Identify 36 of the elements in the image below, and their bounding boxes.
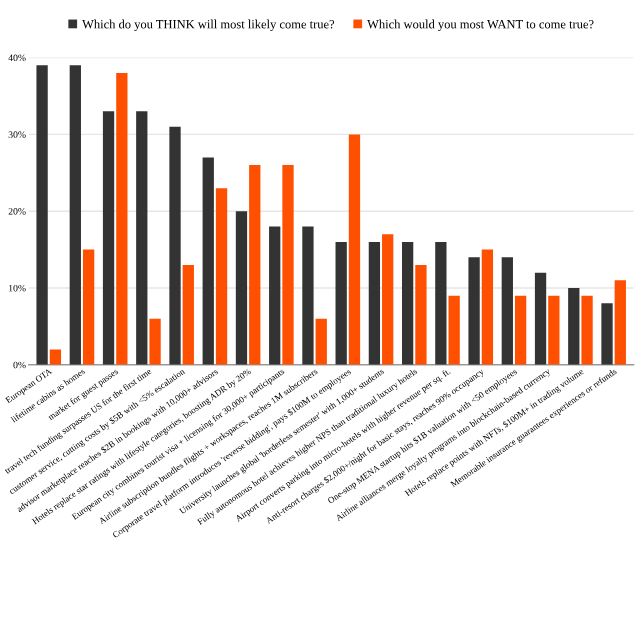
bar (102, 111, 115, 365)
bar (514, 295, 527, 365)
bar (249, 165, 261, 365)
bar (202, 157, 214, 365)
bar (69, 65, 81, 365)
bar (481, 249, 494, 365)
bar (415, 264, 427, 365)
bar (136, 111, 148, 365)
bar (315, 318, 327, 365)
bar (581, 295, 593, 365)
bar (215, 188, 228, 365)
bar (302, 226, 314, 365)
bar (368, 241, 381, 365)
bar (82, 249, 95, 365)
bar (501, 257, 513, 365)
bar (382, 234, 394, 365)
bar (235, 211, 248, 365)
bar (269, 226, 281, 365)
bar (49, 349, 62, 365)
bar (282, 165, 294, 365)
bar (468, 257, 480, 365)
bar (401, 241, 414, 365)
bar (601, 303, 613, 365)
bar (116, 72, 128, 365)
bar (169, 126, 181, 365)
bar (149, 318, 161, 365)
bar (335, 241, 347, 365)
bar (614, 280, 626, 365)
bar (534, 272, 547, 365)
bar (348, 134, 361, 365)
bar (448, 295, 460, 365)
bar (568, 288, 580, 365)
bar (435, 241, 447, 365)
bar (548, 295, 560, 365)
bar (182, 264, 194, 365)
bar (36, 65, 48, 365)
